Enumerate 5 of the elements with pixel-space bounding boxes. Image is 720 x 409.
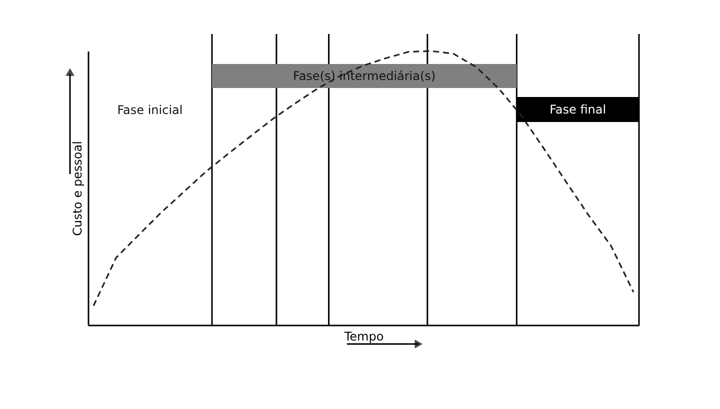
annotation: Fase inicial — [117, 103, 183, 117]
annotation: Fase final — [550, 102, 606, 116]
y-axis-title: Custo e pessoal — [70, 141, 84, 236]
annotation: Fase(s) intermediária(s) — [293, 69, 436, 83]
x-axis-title: Tempo — [343, 330, 384, 344]
